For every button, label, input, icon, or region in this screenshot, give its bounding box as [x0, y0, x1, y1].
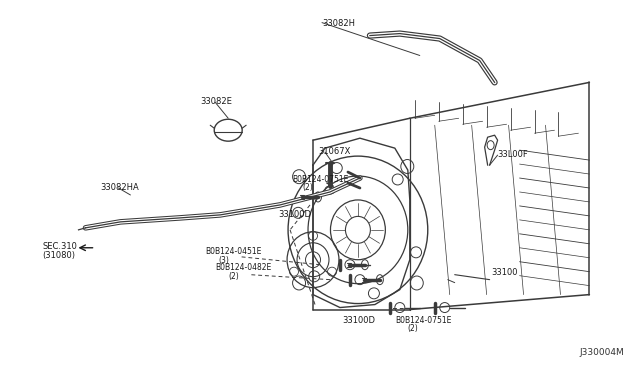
- Text: B0B124-0751E: B0B124-0751E: [292, 175, 348, 184]
- Text: 33L00F: 33L00F: [498, 150, 529, 159]
- Text: (2): (2): [408, 324, 419, 333]
- Text: (2): (2): [302, 183, 313, 192]
- Text: 33100D: 33100D: [278, 210, 311, 219]
- Text: SEC.310: SEC.310: [43, 242, 77, 251]
- Text: 33082HA: 33082HA: [100, 183, 140, 192]
- Text: 33100D: 33100D: [342, 315, 375, 324]
- Text: J330004M: J330004M: [580, 348, 625, 357]
- Text: (3): (3): [218, 256, 229, 265]
- Text: 33100: 33100: [492, 268, 518, 277]
- Text: B0B124-0451E: B0B124-0451E: [205, 247, 262, 256]
- Text: 33082H: 33082H: [322, 19, 355, 28]
- Text: 31067X: 31067X: [318, 147, 350, 156]
- Text: (31080): (31080): [43, 251, 76, 260]
- Text: 33082E: 33082E: [200, 97, 232, 106]
- Text: (2): (2): [228, 272, 239, 281]
- Text: B0B124-0482E: B0B124-0482E: [215, 263, 271, 272]
- Text: B0B124-0751E: B0B124-0751E: [395, 315, 451, 324]
